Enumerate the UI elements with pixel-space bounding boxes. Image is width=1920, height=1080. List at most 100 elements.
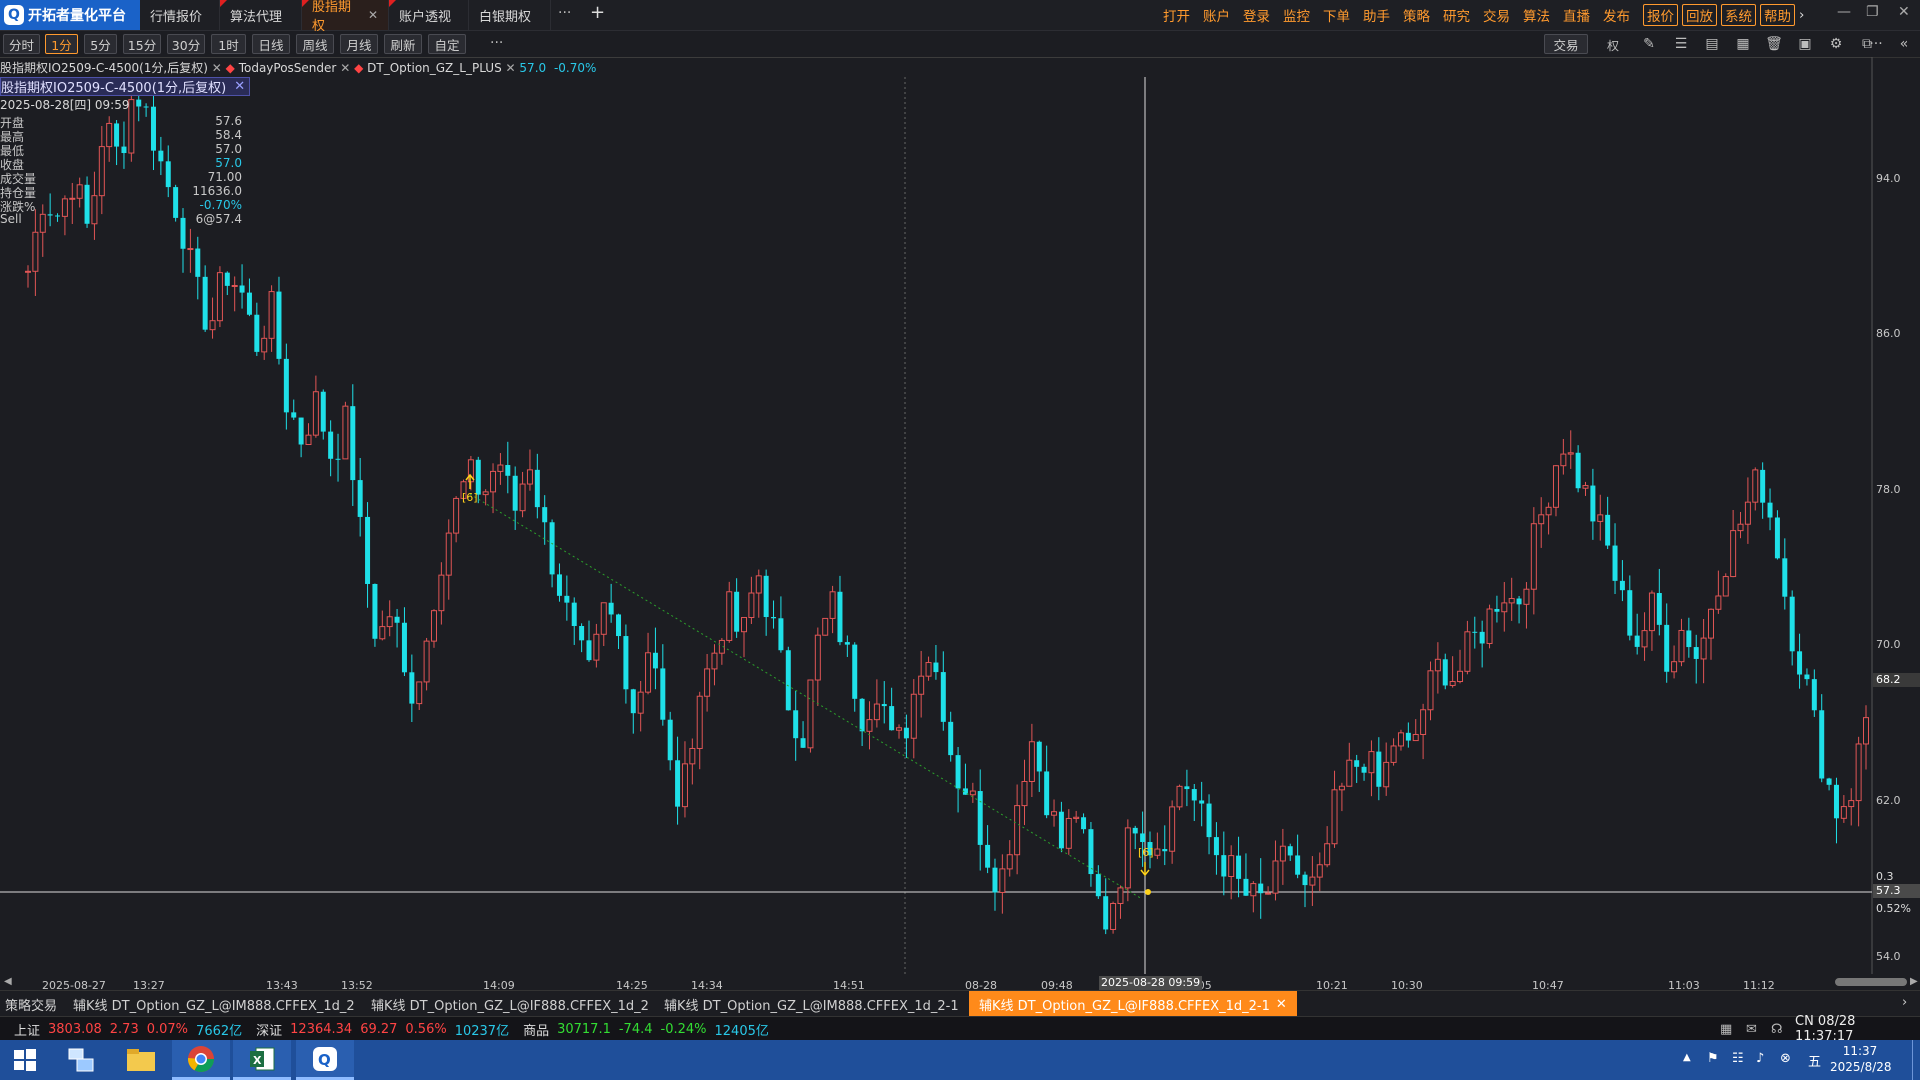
tray-flag-icon[interactable]: ⚑: [1707, 1051, 1719, 1066]
trash-icon[interactable]: 🗑: [1765, 36, 1783, 52]
network-app-icon[interactable]: [52, 1040, 110, 1080]
minimize-icon[interactable]: —: [1837, 4, 1851, 20]
menu-replay[interactable]: 回放: [1682, 4, 1717, 26]
app-logo[interactable]: Q 开拓者量化平台: [0, 0, 140, 30]
tray-network-icon[interactable]: ☷: [1732, 1051, 1744, 1066]
candle-body: [475, 459, 481, 495]
tab-silver-options[interactable]: 白银期权: [469, 0, 551, 30]
scroll-left-icon[interactable]: ◀: [4, 976, 12, 987]
period-button-weekly[interactable]: 周线: [296, 34, 334, 54]
toolbar-more-icon[interactable]: ···: [490, 35, 504, 51]
toolbar-more-right-icon[interactable]: ···: [1869, 36, 1883, 52]
remove-indicator-icon[interactable]: ✕: [505, 61, 516, 75]
menu-strategy[interactable]: 策略: [1403, 9, 1430, 25]
menu-trade[interactable]: 交易: [1483, 9, 1510, 25]
period-button-intraday[interactable]: 分时: [3, 34, 40, 54]
trading-app-icon[interactable]: Q: [296, 1040, 354, 1080]
chart-area[interactable]: 股指期权IO2509-C-4500(1分,后复权) ✕ ◆ TodayPosSe…: [0, 57, 1920, 974]
show-desktop-button[interactable]: [1912, 1040, 1920, 1080]
menu-open[interactable]: 打开: [1163, 9, 1190, 25]
tab-aux-kline-im-2[interactable]: 辅K线 DT_Option_GZ_L@IM888.CFFEX_1d_2-1: [664, 998, 959, 1014]
period-button-1h[interactable]: 1时: [211, 34, 246, 54]
period-button-1m[interactable]: 1分: [45, 34, 78, 54]
collapse-icon[interactable]: «: [1899, 36, 1909, 52]
period-button-30m[interactable]: 30分: [167, 34, 205, 54]
period-button-daily[interactable]: 日线: [252, 34, 290, 54]
tab-index-options[interactable]: 股指期权 ✕: [302, 0, 389, 34]
trade-button[interactable]: 交易: [1544, 34, 1588, 54]
tab-account-view[interactable]: 账户透视: [389, 0, 469, 30]
candle-body: [98, 146, 105, 197]
chrome-icon[interactable]: [172, 1040, 230, 1080]
sliders-icon[interactable]: ☰: [1674, 36, 1688, 52]
remove-indicator-icon[interactable]: ✕: [340, 61, 351, 75]
menu-help[interactable]: 帮助: [1760, 4, 1795, 26]
candle-body: [704, 668, 711, 697]
close-tab-icon[interactable]: ✕: [367, 8, 378, 22]
candle-body: [837, 591, 843, 643]
document-icon[interactable]: ▤: [1705, 36, 1719, 52]
tabs-scroll-right-icon[interactable]: ›: [1902, 995, 1908, 1010]
legend-indicator-2[interactable]: DT_Option_GZ_L_PLUS: [367, 61, 502, 75]
menu-quote[interactable]: 报价: [1643, 4, 1678, 26]
close-tab-icon[interactable]: ✕: [1275, 996, 1287, 1012]
period-button-15m[interactable]: 15分: [123, 34, 161, 54]
tab-strategy-trading[interactable]: 策略交易: [5, 998, 58, 1014]
candle-body: [1479, 631, 1485, 644]
info-label: 开盘: [0, 116, 25, 130]
menu-system[interactable]: 系统: [1721, 4, 1756, 26]
menu-research[interactable]: 研究: [1443, 9, 1470, 25]
taskbar-clock[interactable]: 11:37 2025/8/28: [1830, 1043, 1892, 1075]
pencil-icon[interactable]: ✎: [1643, 36, 1655, 52]
chevron-right-icon[interactable]: ›: [1799, 7, 1805, 23]
message-icon[interactable]: ✉: [1746, 1021, 1757, 1037]
scroll-right-icon[interactable]: ▶: [1910, 976, 1918, 987]
candle-body: [202, 276, 208, 330]
menu-login[interactable]: 登录: [1243, 9, 1270, 25]
candle-body: [1250, 883, 1257, 897]
candlestick-chart[interactable]: [0, 57, 1920, 974]
legend-indicator-1[interactable]: TodayPosSender: [238, 61, 337, 75]
menu-live[interactable]: 直播: [1563, 9, 1590, 25]
window-icon[interactable]: ⧉: [1862, 36, 1872, 52]
settings-icon[interactable]: ⚙: [1829, 36, 1843, 52]
tab-more-icon[interactable]: ···: [558, 5, 572, 21]
menu-publish[interactable]: 发布: [1603, 9, 1630, 25]
file-explorer-icon[interactable]: [112, 1040, 170, 1080]
menu-order[interactable]: 下单: [1323, 9, 1350, 25]
rights-button[interactable]: 权: [1606, 39, 1619, 53]
image-icon[interactable]: ▣: [1798, 36, 1812, 52]
restore-icon[interactable]: ❐: [1866, 4, 1879, 20]
windows-start-icon[interactable]: [0, 1040, 50, 1080]
tray-security-icon[interactable]: ⊗: [1780, 1051, 1791, 1066]
add-tab-icon[interactable]: +: [590, 2, 606, 23]
remove-symbol-icon[interactable]: ✕: [211, 61, 222, 75]
tray-volume-icon[interactable]: ♪: [1756, 1051, 1765, 1066]
close-chart-title-icon[interactable]: ✕: [234, 79, 246, 94]
candle-body: [866, 719, 873, 732]
period-button-5m[interactable]: 5分: [84, 34, 117, 54]
tab-aux-kline-im-1[interactable]: 辅K线 DT_Option_GZ_L@IM888.CFFEX_1d_2: [73, 998, 355, 1014]
excel-icon[interactable]: X: [233, 1040, 291, 1080]
refresh-button[interactable]: 刷新: [384, 34, 422, 54]
period-button-monthly[interactable]: 月线: [340, 34, 378, 54]
menu-algorithm[interactable]: 算法: [1523, 9, 1550, 25]
tab-algo-agent[interactable]: 算法代理: [220, 0, 302, 30]
tab-aux-kline-if-2[interactable]: 辅K线 DT_Option_GZ_L@IF888.CFFEX_1d_2-1 ✕: [969, 991, 1297, 1017]
menu-account[interactable]: 账户: [1203, 9, 1230, 25]
candle-body: [1582, 485, 1589, 489]
tab-aux-kline-if-1[interactable]: 辅K线 DT_Option_GZ_L@IF888.CFFEX_1d_2: [371, 998, 649, 1014]
calculator-icon[interactable]: ▦: [1720, 1021, 1733, 1037]
tray-expand-icon[interactable]: ▲: [1683, 1052, 1691, 1063]
chart-title-text: 股指期权IO2509-C-4500(1分,后复权): [1, 81, 227, 96]
custom-period-button[interactable]: 自定: [428, 34, 466, 54]
menu-monitor[interactable]: 监控: [1283, 9, 1310, 25]
close-window-icon[interactable]: ✕: [1898, 4, 1910, 20]
windows-taskbar: X Q ▲ ⚑ ☷ ♪ ⊗ 五 11:37 2025/8/28: [0, 1040, 1920, 1080]
x-scroll-thumb[interactable]: [1835, 978, 1907, 986]
tab-quotes[interactable]: 行情报价: [140, 0, 220, 30]
ime-indicator[interactable]: 五: [1808, 1055, 1822, 1070]
menu-assistant[interactable]: 助手: [1363, 9, 1390, 25]
chart-title-box[interactable]: 股指期权IO2509-C-4500(1分,后复权) ✕: [0, 77, 251, 96]
layout-icon[interactable]: ▦: [1736, 36, 1750, 52]
